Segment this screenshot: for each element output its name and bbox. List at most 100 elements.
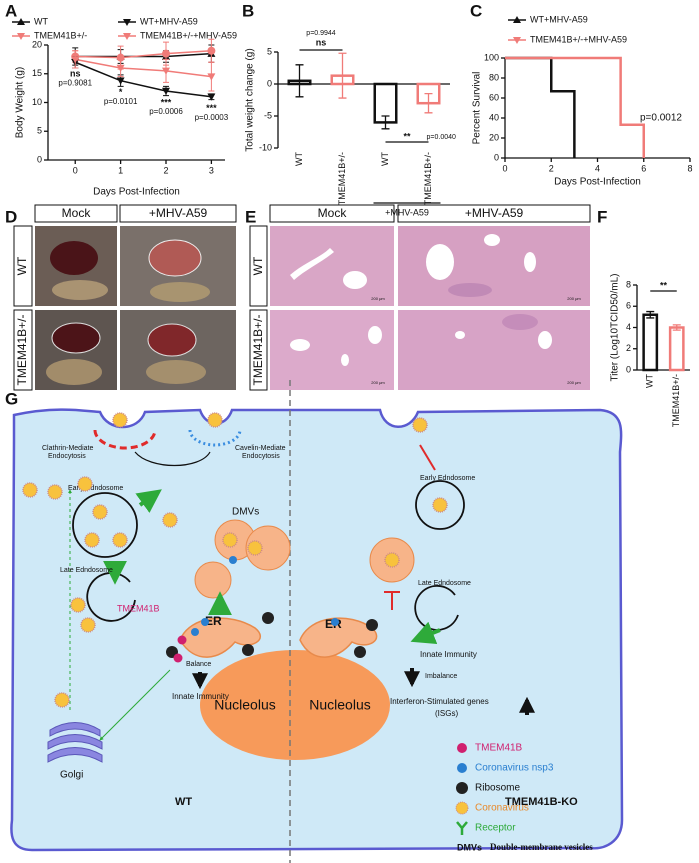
row-box (249, 309, 268, 391)
x-axis-label: Days Post-Infection (93, 187, 180, 198)
x-tick-label: WT (645, 374, 655, 388)
legend-label: Ribosome (475, 783, 520, 794)
significance: ns (70, 69, 81, 79)
error-bar (338, 52, 347, 99)
bar (642, 313, 659, 372)
group-label: +MHV-A59 (385, 207, 429, 217)
y-tick-label: 5 (37, 126, 42, 136)
panel-label: E (245, 207, 256, 226)
x-tick-label: 2 (549, 163, 554, 173)
significance: *** (161, 97, 172, 107)
nucleolus (200, 650, 390, 760)
virus (92, 504, 108, 520)
label: Cavelin-Mediate (235, 445, 286, 452)
virus (112, 412, 128, 428)
histology (270, 226, 394, 306)
marker (116, 64, 125, 72)
error-bar (424, 92, 433, 114)
significance: * (119, 87, 123, 97)
marker (162, 49, 170, 58)
x-tick-label: TMEM41B+/- (423, 152, 433, 205)
photo (35, 226, 117, 306)
bar (668, 326, 685, 372)
legend-marker (513, 16, 521, 23)
column-header: Mock (318, 206, 348, 220)
significance: ** (404, 131, 412, 141)
label: Balance (186, 661, 211, 668)
y-tick-label: 100 (484, 52, 499, 62)
x-tick-label: WT (294, 152, 304, 166)
label: Late Edndosome (418, 580, 471, 587)
tmem41b (173, 653, 183, 663)
legend-marker (17, 33, 25, 40)
p-value: p=0.0012 (640, 113, 682, 124)
x-tick-label: 3 (209, 165, 214, 175)
photo (120, 310, 236, 390)
legend-symbol (456, 782, 468, 794)
row-box (13, 225, 33, 307)
legend-symbol (456, 821, 468, 835)
p-value: p=0.9944 (306, 30, 335, 37)
legend-label: TMEM41B+/-+MHV-A59 (140, 30, 237, 40)
marker (71, 56, 80, 64)
nsp3 (201, 618, 209, 626)
series-line (75, 58, 212, 78)
legend-label: WT+MHV-A59 (530, 14, 588, 24)
legend-label: WT (34, 16, 48, 26)
y-axis-label: Percent Survival (472, 72, 483, 145)
clathrin-pit (93, 429, 157, 450)
y-tick-label: 4 (626, 322, 631, 332)
panel-g: G Clathrin-Mediate Endocytosis Cavelin-M… (5, 380, 624, 863)
marker (162, 67, 170, 75)
column-header: Mock (62, 206, 92, 220)
column-header: +MHV-A59 (465, 206, 524, 220)
label: Early Edndosome (420, 475, 475, 482)
nsp3 (191, 628, 199, 636)
x-tick-label: 8 (687, 163, 692, 173)
y-tick-label: -5 (264, 110, 272, 120)
header-box (119, 204, 237, 223)
er (299, 617, 378, 658)
y-tick-label: 15 (32, 68, 42, 78)
panel-label: G (5, 389, 18, 408)
legend-label: TMEM41B+/- (34, 30, 87, 40)
x-tick-label: WT (380, 152, 390, 166)
legend-label: WT+MHV-A59 (140, 16, 198, 26)
scale-bar: 200 μm (371, 296, 385, 301)
panel-label: C (470, 1, 482, 20)
y-tick-label: 10 (32, 97, 42, 107)
panel-d: D Mock +MHV-A59 WT TMEM41B+/- (5, 204, 237, 391)
legend-label: Coronavirus (475, 803, 529, 814)
series-line (505, 56, 576, 158)
row-box (13, 309, 33, 391)
virus (207, 412, 223, 428)
label: (ISGs) (435, 709, 458, 718)
row-header: WT (15, 256, 29, 275)
label: WT (175, 796, 192, 808)
legend-label: TMEM41B+/-+MHV-A59 (530, 34, 627, 44)
x-tick-label: 2 (163, 165, 168, 175)
virus (22, 482, 38, 498)
panel-label: A (5, 1, 17, 20)
x-tick-label: 0 (502, 163, 507, 173)
scale-bar: 200 μm (371, 380, 385, 385)
panel-label: F (597, 207, 607, 226)
row-header: TMEM41B+/- (251, 314, 265, 385)
x-tick-label: 6 (641, 163, 646, 173)
virus (222, 532, 238, 548)
histology (398, 226, 590, 306)
y-tick-label: 8 (626, 279, 631, 289)
photo (35, 310, 117, 390)
p-value: p=0.0003 (195, 113, 229, 122)
y-tick-label: 0 (494, 152, 499, 162)
virus (77, 476, 93, 492)
panel-label: B (242, 1, 254, 20)
label: DMVs (232, 507, 259, 518)
legend-marker (17, 18, 25, 25)
dmv (194, 561, 232, 599)
label: Clathrin-Mediate (42, 445, 93, 452)
x-tick-label: 4 (595, 163, 600, 173)
significance: ** (660, 280, 668, 290)
ribosome (366, 619, 378, 631)
p-value: p=0.0006 (149, 107, 183, 116)
